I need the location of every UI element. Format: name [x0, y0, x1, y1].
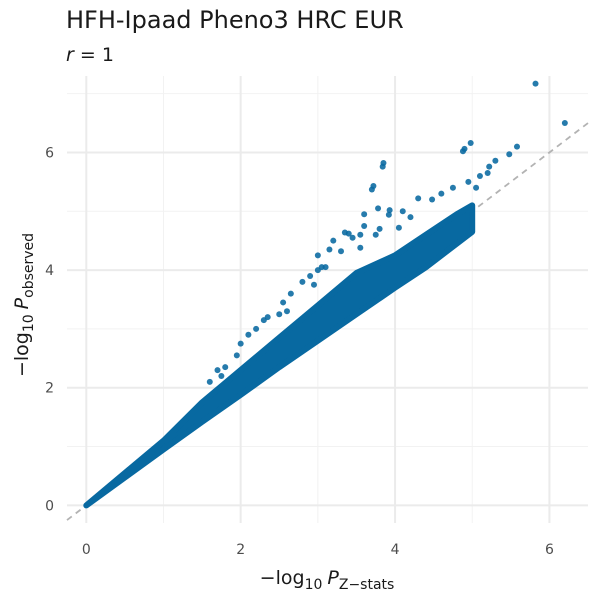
data-point	[206, 378, 213, 385]
data-point	[429, 196, 436, 203]
chart-title: HFH-Ipaad Pheno3 HRC EUR	[66, 6, 404, 34]
subtitle-value: 1	[101, 44, 114, 66]
data-point	[349, 234, 356, 241]
data-point	[486, 163, 493, 170]
data-point	[532, 80, 539, 87]
data-point	[322, 264, 329, 271]
y-tick-label: 6	[45, 145, 54, 161]
data-point	[399, 208, 406, 215]
data-point	[307, 272, 314, 279]
data-point	[233, 352, 240, 359]
data-point	[357, 231, 364, 238]
data-point	[465, 178, 472, 185]
data-point	[368, 186, 375, 193]
data-point	[361, 211, 368, 218]
data-point	[484, 170, 491, 177]
data-point	[476, 172, 483, 179]
y-tick-label: 2	[45, 381, 54, 397]
data-point	[345, 230, 352, 237]
data-point	[372, 231, 379, 238]
data-point	[473, 184, 480, 191]
data-point	[376, 225, 383, 232]
data-point	[438, 190, 445, 197]
x-axis-ticks: 0 2 4 6	[82, 542, 554, 558]
data-point	[379, 163, 386, 170]
data-point	[253, 325, 260, 332]
data-point	[283, 308, 290, 315]
data-point	[326, 246, 333, 253]
data-point	[276, 311, 283, 318]
data-point	[385, 211, 392, 218]
data-point	[386, 207, 393, 214]
data-point	[245, 331, 252, 338]
data-point	[467, 140, 474, 147]
y-axis-label: −log10Pobserved	[11, 233, 37, 377]
y-tick-label: 0	[45, 498, 54, 514]
chart-subtitle: r = 1	[66, 44, 114, 66]
data-point	[395, 224, 402, 231]
point-cloud-band	[83, 202, 476, 509]
x-tick-label: 6	[545, 542, 554, 558]
x-tick-label: 2	[236, 542, 245, 558]
data-point	[264, 314, 271, 321]
data-point	[407, 214, 414, 221]
x-tick-label: 0	[82, 542, 91, 558]
x-tick-label: 4	[391, 542, 400, 558]
data-point	[299, 278, 306, 285]
data-point	[280, 299, 287, 306]
data-point	[218, 372, 225, 379]
data-point	[415, 195, 422, 202]
subtitle-symbol: r	[66, 44, 74, 66]
data-point	[492, 157, 499, 164]
y-tick-label: 4	[45, 263, 54, 279]
scatter-points	[206, 80, 568, 385]
data-point	[561, 120, 568, 127]
data-point	[449, 184, 456, 191]
subtitle-operator: =	[73, 44, 102, 66]
data-point	[361, 222, 368, 229]
data-point	[461, 145, 468, 152]
data-point	[222, 364, 229, 371]
data-point	[506, 151, 513, 158]
data-point	[338, 248, 345, 255]
data-point	[287, 290, 294, 297]
point-cloud	[83, 202, 476, 509]
data-point	[314, 267, 321, 274]
data-point	[314, 252, 321, 259]
data-point	[375, 205, 382, 212]
y-axis-ticks: 0 2 4 6	[45, 145, 54, 514]
data-point	[357, 244, 364, 251]
x-axis-label: −log10 PZ−stats	[260, 567, 395, 593]
data-point	[214, 367, 221, 374]
data-point	[310, 281, 317, 288]
data-point	[237, 340, 244, 347]
data-point	[513, 143, 520, 150]
data-point	[330, 237, 337, 244]
